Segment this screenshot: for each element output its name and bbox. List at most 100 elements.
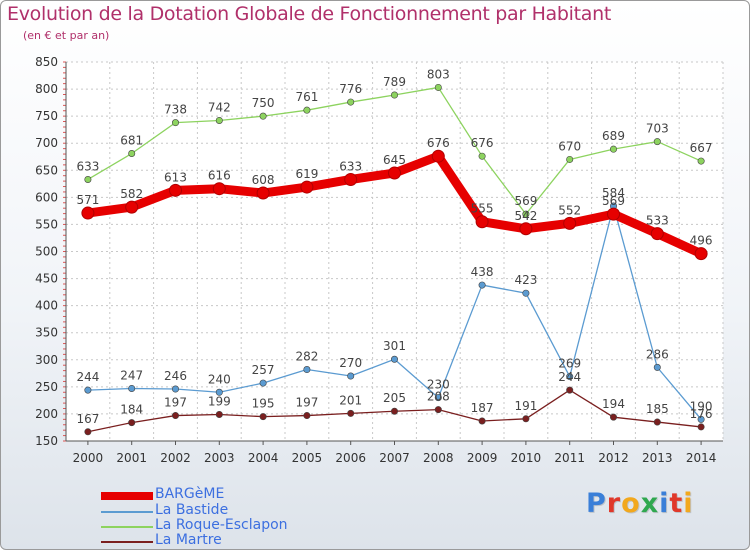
data-label-la-martre: 185 [646,402,669,416]
legend-label-bargeme: BARGèME [155,486,225,502]
data-point-barg-me [388,166,401,180]
data-point-la-martre [653,418,661,426]
data-label-barg-me: 613 [164,170,187,184]
data-point-la-martre [697,423,705,431]
data-label-barg-me: 542 [514,209,537,223]
data-point-la-martre [347,409,355,417]
data-point-la-roque-esclapon [303,106,311,114]
data-point-barg-me [431,149,445,163]
data-label-la-roque-esclapon: 667 [690,141,713,155]
data-label-barg-me: 552 [558,203,581,217]
x-tick-label: 2005 [292,451,323,465]
data-label-la-roque-esclapon: 681 [120,134,143,148]
logo-letter: i [683,488,694,519]
data-point-la-bastide [434,394,442,402]
data-point-la-roque-esclapon [434,83,442,91]
data-label-la-bastide: 257 [252,363,275,377]
data-label-barg-me: 616 [208,169,231,183]
x-tick-label: 2002 [160,451,191,465]
data-label-la-roque-esclapon: 670 [558,139,581,153]
data-label-la-bastide: 423 [514,273,537,287]
data-point-la-bastide [259,379,267,387]
logo-letter: t [669,488,684,519]
data-label-barg-me: 645 [383,153,406,167]
data-label-la-roque-esclapon: 689 [602,129,625,143]
data-point-barg-me [300,180,314,194]
x-tick-label: 2007 [379,451,410,465]
y-tick-label: 350 [35,326,58,340]
data-point-la-bastide [478,281,486,289]
data-label-la-roque-esclapon: 776 [339,82,362,96]
legend-swatch-la-bastide [101,511,153,513]
data-label-la-bastide: 584 [602,186,625,200]
data-label-la-bastide: 282 [295,350,318,364]
data-label-la-bastide: 247 [120,368,143,382]
data-label-la-bastide: 438 [471,265,494,279]
data-label-la-martre: 208 [427,390,450,404]
data-label-la-martre: 205 [383,391,406,405]
data-label-barg-me: 582 [120,187,143,201]
data-point-la-martre [390,407,398,415]
data-label-barg-me: 533 [646,214,669,228]
data-label-la-roque-esclapon: 569 [514,194,537,208]
data-label-la-martre: 201 [339,393,362,407]
data-point-barg-me [475,215,489,229]
data-point-barg-me [81,206,95,220]
data-point-la-martre [522,415,530,423]
data-label-la-martre: 197 [164,396,187,410]
legend-label-la-martre: La Martre [155,532,222,548]
data-point-la-bastide [303,366,311,374]
x-tick-label: 2011 [554,451,585,465]
data-point-la-roque-esclapon [347,98,355,106]
data-point-la-roque-esclapon [215,116,223,124]
x-tick-label: 2000 [73,451,104,465]
y-tick-label: 650 [35,163,58,177]
legend-swatch-bargeme [101,492,153,500]
y-tick-label: 400 [35,299,58,313]
data-label-barg-me: 569 [602,194,625,208]
legend-swatch-la-roque-esclapon [101,526,153,528]
data-label-la-bastide: 270 [339,356,362,370]
data-point-la-martre [259,413,267,421]
data-point-la-bastide [653,363,661,371]
x-tick-label: 2008 [423,451,454,465]
data-point-la-bastide [215,388,223,396]
data-label-la-roque-esclapon: 676 [471,136,494,150]
data-point-la-bastide [566,373,574,381]
y-tick-label: 850 [35,55,58,69]
data-label-barg-me: 619 [295,167,318,181]
data-point-barg-me [256,186,270,200]
data-label-la-martre: 167 [76,412,99,426]
data-point-la-roque-esclapon [566,155,574,163]
logo-letter: P [586,488,607,519]
data-point-la-bastide [172,385,180,393]
data-label-la-martre: 195 [252,397,275,411]
data-point-la-roque-esclapon [478,152,486,160]
chart-subtitle: (en € et par an) [23,29,110,42]
x-tick-label: 2010 [511,451,542,465]
data-label-la-bastide: 269 [558,357,581,371]
data-point-la-martre [566,386,574,394]
data-label-la-bastide: 244 [76,370,99,384]
data-label-la-bastide: 240 [208,372,231,386]
data-point-la-roque-esclapon [172,119,180,127]
data-label-barg-me: 676 [427,136,450,150]
y-tick-label: 700 [35,136,58,150]
y-tick-label: 750 [35,109,58,123]
y-tick-label: 150 [35,434,58,448]
legend-label-la-roque-esclapon: La Roque-Esclapon [155,517,288,533]
data-label-barg-me: 608 [252,173,275,187]
y-tick-label: 450 [35,272,58,286]
data-label-la-martre: 244 [558,370,581,384]
y-tick-label: 300 [35,353,58,367]
data-point-la-martre [303,412,311,420]
data-label-la-bastide: 246 [164,369,187,383]
data-point-la-bastide [697,415,705,423]
data-point-la-roque-esclapon [128,150,136,158]
legend-swatch-la-martre [101,541,153,543]
data-point-barg-me [344,172,358,186]
data-label-la-martre: 176 [690,407,713,421]
data-label-barg-me: 571 [76,193,99,207]
data-point-la-martre [84,428,92,436]
data-label-barg-me: 496 [690,234,713,248]
